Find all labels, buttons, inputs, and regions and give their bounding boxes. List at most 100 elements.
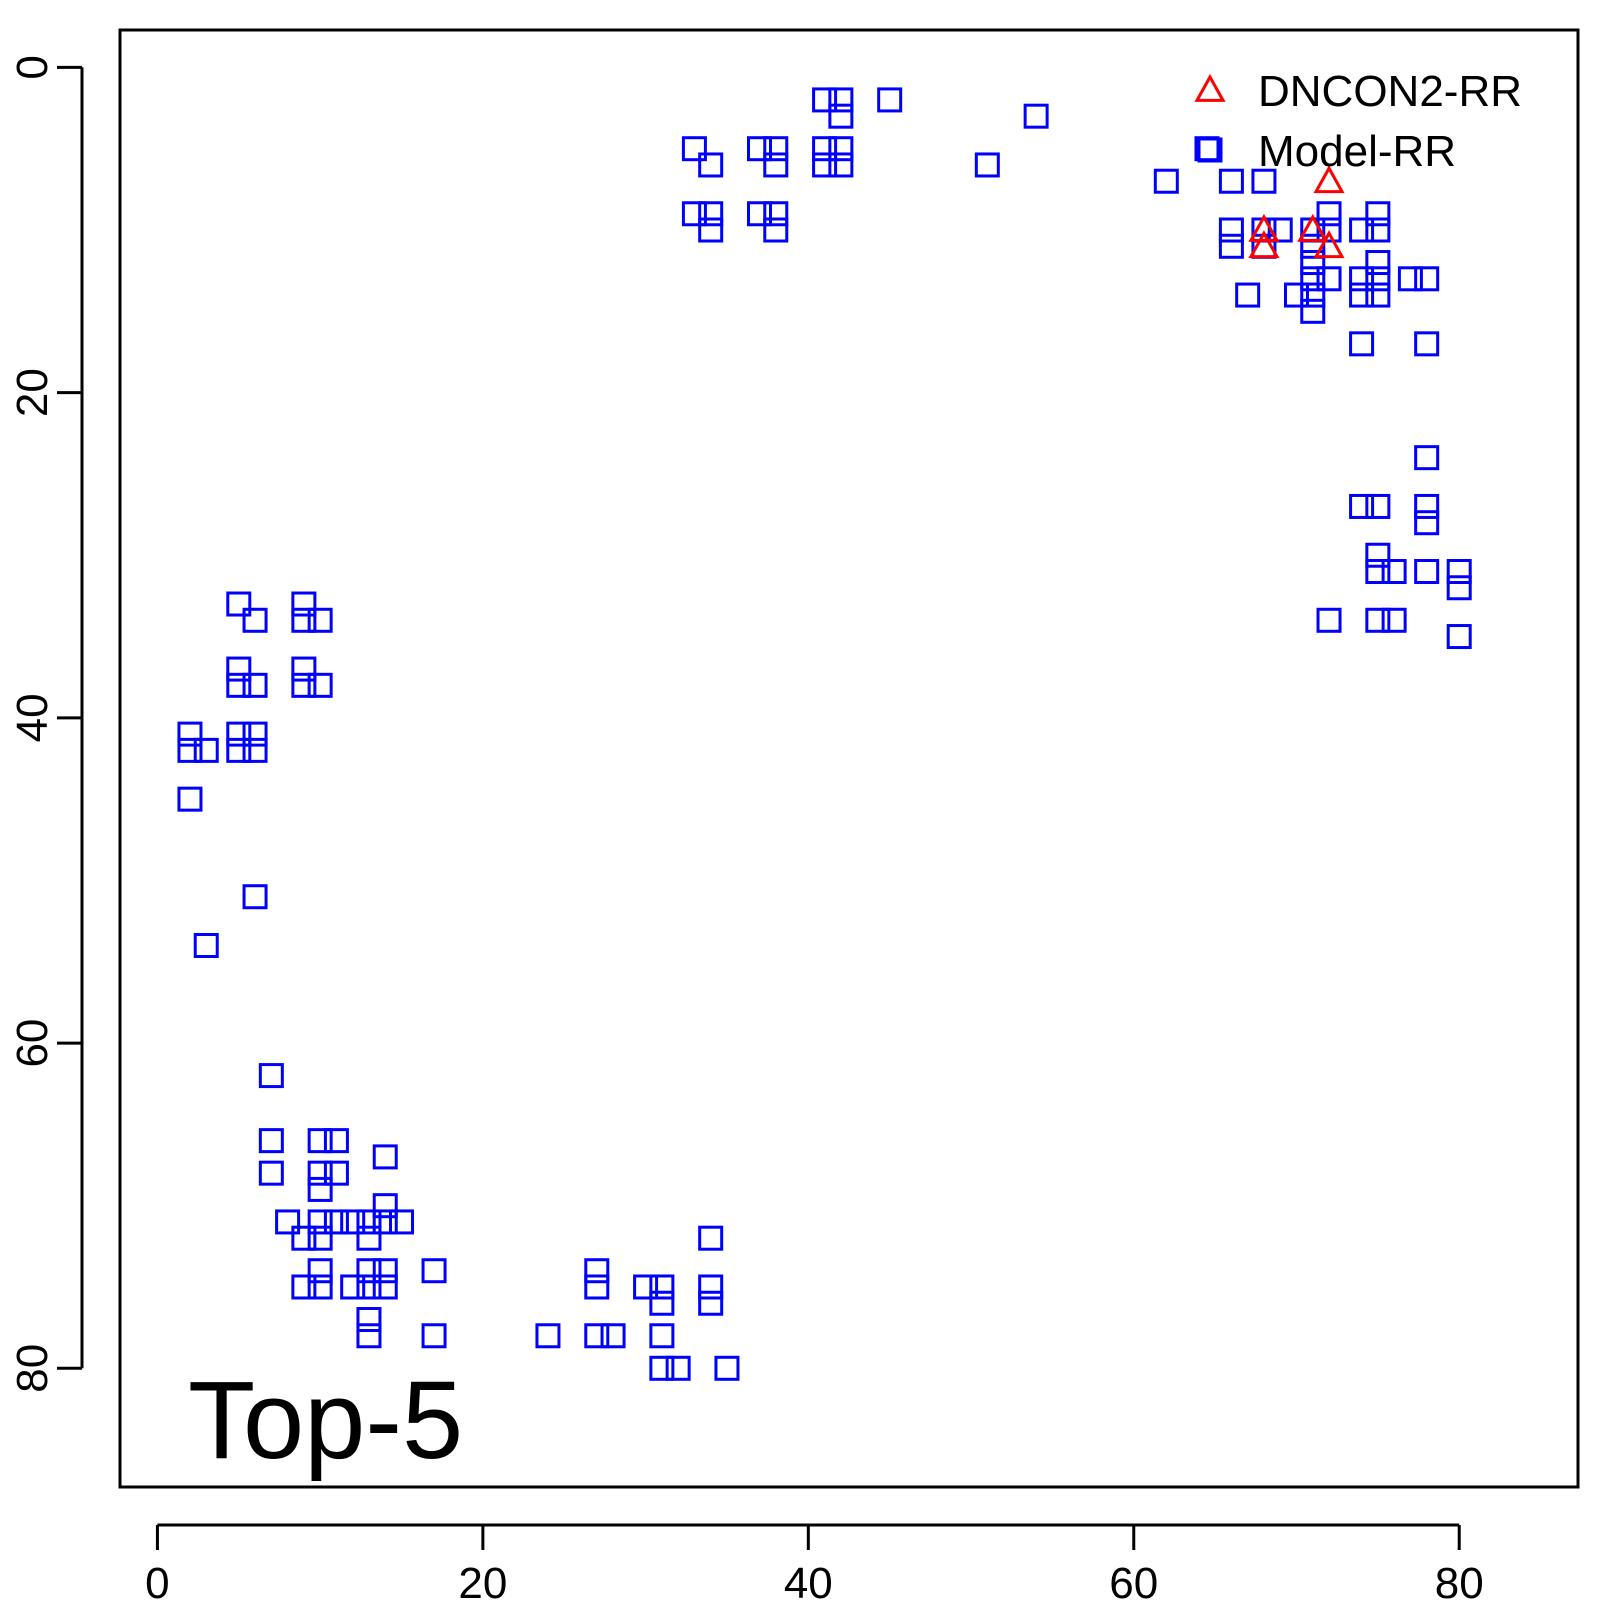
model-rr-point bbox=[1300, 233, 1326, 259]
model-rr-point bbox=[1381, 607, 1407, 633]
model-rr-point bbox=[1365, 201, 1391, 227]
model-rr-point bbox=[763, 152, 789, 178]
model-rr-point bbox=[828, 103, 854, 129]
model-rr-point bbox=[763, 217, 789, 243]
x-tick-label: 20 bbox=[458, 1559, 507, 1600]
model-rr-point bbox=[1446, 624, 1472, 650]
model-rr-point bbox=[1316, 607, 1342, 633]
model-rr-point bbox=[1023, 103, 1049, 129]
dncon2-rr-point bbox=[1313, 230, 1345, 259]
model-rr-point bbox=[356, 1258, 382, 1284]
model-rr-point bbox=[1365, 558, 1391, 584]
model-rr-point bbox=[1218, 168, 1244, 194]
model-rr-point bbox=[323, 1209, 349, 1235]
model-rr-point bbox=[242, 737, 268, 763]
model-rr-point bbox=[193, 737, 219, 763]
model-rr-point bbox=[307, 1258, 333, 1284]
model-rr-point bbox=[356, 1225, 382, 1251]
model-rr-point bbox=[584, 1274, 610, 1300]
model-rr-point bbox=[323, 1160, 349, 1186]
dncon2-rr-point bbox=[1313, 165, 1345, 194]
model-rr-point bbox=[584, 1258, 610, 1284]
legend-label: Model-RR bbox=[1258, 127, 1456, 176]
dncon2-rr-point bbox=[1248, 213, 1280, 242]
model-rr-point bbox=[307, 1128, 333, 1154]
panel-annotation: Top-5 bbox=[188, 1359, 463, 1482]
model-rr-point bbox=[307, 607, 333, 633]
model-rr-point bbox=[812, 87, 838, 113]
model-rr-point bbox=[226, 672, 252, 698]
model-rr-point bbox=[177, 786, 203, 812]
y-tick-label: 60 bbox=[8, 1019, 57, 1068]
model-rr-point bbox=[291, 1225, 317, 1251]
model-rr-point bbox=[828, 87, 854, 113]
model-rr-point bbox=[714, 1355, 740, 1381]
model-rr-point bbox=[356, 1323, 382, 1349]
model-rr-point bbox=[681, 136, 707, 162]
x-tick-label: 80 bbox=[1435, 1559, 1484, 1600]
model-rr-point bbox=[275, 1209, 301, 1235]
model-rr-point bbox=[258, 1063, 284, 1089]
model-rr-point bbox=[291, 1274, 317, 1300]
model-rr-point bbox=[1349, 217, 1375, 243]
model-rr-point bbox=[291, 591, 317, 617]
model-rr-point bbox=[1267, 217, 1293, 243]
model-rr-point bbox=[698, 201, 724, 227]
x-tick-label: 40 bbox=[784, 1559, 833, 1600]
model-rr-point bbox=[649, 1355, 675, 1381]
legend-square-icon bbox=[1197, 137, 1223, 163]
model-rr-point bbox=[1381, 558, 1407, 584]
model-rr-point bbox=[307, 1274, 333, 1300]
model-rr-point bbox=[1446, 558, 1472, 584]
y-tick-label: 40 bbox=[8, 693, 57, 742]
model-rr-point bbox=[356, 1274, 382, 1300]
model-rr-point bbox=[1365, 266, 1391, 292]
model-rr-point bbox=[307, 1225, 333, 1251]
model-rr-point bbox=[372, 1274, 398, 1300]
model-rr-point bbox=[763, 136, 789, 162]
model-rr-point bbox=[372, 1144, 398, 1170]
model-rr-point bbox=[1251, 168, 1277, 194]
model-rr-point bbox=[226, 737, 252, 763]
model-rr-point bbox=[828, 136, 854, 162]
model-rr-point bbox=[421, 1258, 447, 1284]
model-rr-point bbox=[226, 591, 252, 617]
model-rr-point bbox=[242, 884, 268, 910]
model-rr-point bbox=[242, 607, 268, 633]
model-rr-point bbox=[828, 152, 854, 178]
model-rr-point bbox=[1365, 217, 1391, 243]
model-rr-point bbox=[649, 1323, 675, 1349]
model-rr-point bbox=[698, 217, 724, 243]
model-rr-point bbox=[372, 1258, 398, 1284]
model-rr-point bbox=[1414, 558, 1440, 584]
model-rr-point bbox=[763, 201, 789, 227]
model-rr-point bbox=[1414, 445, 1440, 471]
model-rr-point bbox=[877, 87, 903, 113]
model-rr-point bbox=[258, 1128, 284, 1154]
model-rr-point bbox=[1349, 282, 1375, 308]
model-rr-point bbox=[421, 1323, 447, 1349]
model-rr-point bbox=[747, 201, 773, 227]
model-rr-point bbox=[1316, 201, 1342, 227]
model-rr-point bbox=[1446, 575, 1472, 601]
y-tick-label: 0 bbox=[8, 55, 57, 79]
model-rr-point bbox=[665, 1355, 691, 1381]
model-rr-point bbox=[389, 1209, 415, 1235]
model-rr-point bbox=[1365, 542, 1391, 568]
model-rr-point bbox=[1397, 266, 1423, 292]
model-rr-point bbox=[242, 672, 268, 698]
x-tick-label: 0 bbox=[145, 1559, 169, 1600]
model-rr-point bbox=[291, 607, 317, 633]
model-rr-point bbox=[1349, 331, 1375, 357]
model-rr-point bbox=[600, 1323, 626, 1349]
model-rr-point bbox=[698, 1274, 724, 1300]
model-rr-point bbox=[584, 1323, 610, 1349]
model-rr-point bbox=[307, 1209, 333, 1235]
model-rr-point bbox=[698, 1290, 724, 1316]
model-rr-point bbox=[1218, 217, 1244, 243]
model-rr-point bbox=[1365, 493, 1391, 519]
model-rr-point bbox=[291, 656, 317, 682]
legend-label: DNCON2-RR bbox=[1258, 67, 1522, 116]
model-rr-point bbox=[226, 656, 252, 682]
